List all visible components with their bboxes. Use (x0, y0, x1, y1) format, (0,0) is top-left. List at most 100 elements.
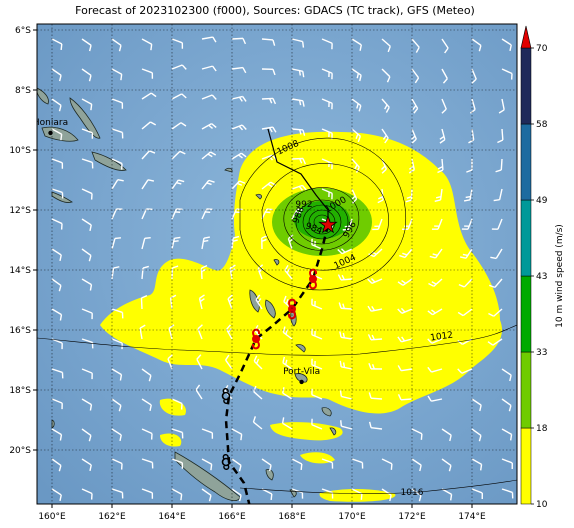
latitude-ticks: 6°S 8°S 10°S 12°S 14°S 16°S 18°S 20°S (9, 26, 37, 456)
wind-barb (196, 354, 203, 370)
wind-barb (171, 150, 186, 160)
wind-barb (490, 248, 503, 260)
wind-barb (339, 390, 353, 400)
city-label: Port-Vila (283, 367, 320, 377)
wind-barb (487, 338, 503, 346)
colorbar-label: 10 m wind speed (m/s) (555, 224, 565, 328)
wind-barb (441, 98, 447, 114)
wind-barb (311, 358, 323, 370)
wind-barb (339, 360, 353, 370)
wind-barb (337, 274, 353, 281)
wind-barb (111, 428, 122, 441)
wind-barb (282, 326, 293, 340)
lat-tick-label: 10°S (9, 146, 31, 156)
wind-barb (201, 208, 213, 220)
wind-barb (201, 36, 217, 43)
wind-barb (111, 237, 121, 250)
wind-barb (368, 392, 383, 400)
wind-area-yellow (100, 131, 503, 414)
wind-barb (141, 179, 155, 190)
colorbar-tick-label: 18 (536, 424, 548, 434)
wind-barb (367, 305, 383, 312)
wind-barb (321, 158, 333, 170)
wind-barbs (51, 36, 514, 502)
wind-barb (81, 458, 92, 471)
wind-barb (429, 248, 443, 259)
wind-barb (471, 458, 483, 471)
wind-barb (437, 158, 444, 174)
wind-barb (321, 188, 333, 200)
wind-barb (311, 298, 323, 310)
city-markers: Honiara Port-Vila (37, 118, 320, 385)
colorbar-tick-label: 10 (536, 500, 548, 510)
past-track-line (267, 128, 329, 225)
isobar-label: 992 (295, 200, 312, 210)
wind-barb (141, 150, 156, 160)
wind-barb (261, 235, 268, 250)
wind-barb (140, 294, 148, 310)
city-dot (48, 130, 53, 136)
wind-barb (340, 420, 353, 430)
wind-barb (201, 151, 217, 160)
wind-area-yellow-s3 (160, 433, 182, 447)
wind-barb (501, 368, 512, 382)
wind-barb (231, 124, 247, 131)
wind-barb (51, 458, 62, 472)
wind-barb (111, 458, 123, 470)
wind-barb (434, 188, 443, 202)
wind-barb (255, 294, 263, 310)
wind-barb (291, 38, 305, 48)
wind-barb (311, 328, 323, 340)
lon-tick-label: 164°E (158, 512, 186, 522)
wind-barb (427, 366, 443, 373)
lat-tick-label: 16°S (9, 326, 31, 336)
wind-barb (411, 428, 423, 440)
wind-barb (171, 122, 187, 130)
colorbar: 10 18 33 43 49 58 70 10 m wind speed (m/s) (520, 25, 565, 510)
wind-barb (81, 248, 92, 262)
wind-barb (351, 68, 362, 82)
wind-barb (461, 218, 473, 230)
wind-barb (261, 38, 276, 46)
wind-barb (493, 188, 503, 202)
wind-barb (367, 334, 383, 341)
wind-barb (141, 458, 154, 469)
wind-barb (225, 354, 233, 370)
colorbar-tick-label: 70 (536, 44, 548, 54)
wind-barb (111, 98, 124, 109)
wind-barb (111, 398, 122, 412)
wind-barb (141, 38, 153, 51)
wind-barb (291, 157, 307, 165)
wind-barb (367, 278, 383, 285)
wind-barb (253, 355, 263, 370)
wind-barb (498, 98, 505, 114)
wind-barb (111, 208, 123, 220)
wind-barb (227, 294, 234, 310)
wind-barb (201, 458, 213, 471)
lat-tick-label: 12°S (9, 206, 31, 216)
wind-barb (81, 98, 93, 111)
wind-barb (381, 458, 393, 470)
wind-barb (495, 158, 503, 173)
wind-barb (501, 428, 513, 441)
wind-barb (171, 179, 185, 190)
wind-barb (439, 128, 446, 144)
map-title: Forecast of 2023102300 (f000), Sources: … (75, 4, 475, 17)
wind-barb (351, 98, 362, 112)
lon-tick-label: 170°E (338, 512, 366, 522)
wind-barb (368, 362, 383, 370)
colorbar-tick-label: 33 (536, 348, 547, 358)
wind-barb (51, 278, 62, 292)
wind-barb (51, 368, 64, 379)
wind-barb (381, 128, 389, 144)
wind-barb (225, 324, 233, 340)
wind-barb (231, 37, 247, 45)
lon-tick-label: 168°E (278, 512, 306, 522)
wind-barb (261, 126, 277, 133)
wind-barb (81, 278, 93, 291)
wind-barb (351, 158, 360, 173)
wind-barb (141, 92, 157, 100)
wind-barb (399, 248, 413, 259)
wind-barb (51, 398, 63, 410)
wind-barb (351, 128, 361, 143)
